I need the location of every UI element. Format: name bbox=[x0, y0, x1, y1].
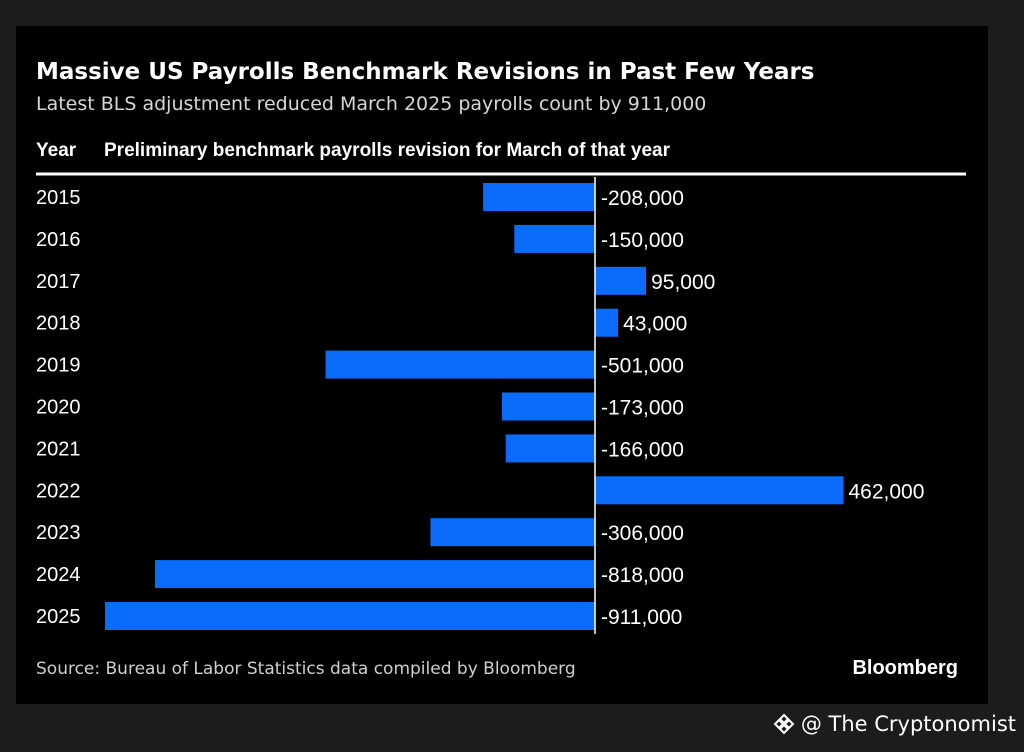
year-label: 2019 bbox=[36, 355, 81, 377]
year-label: 2016 bbox=[36, 229, 81, 251]
bar bbox=[595, 476, 844, 505]
value-label: 43,000 bbox=[623, 313, 687, 336]
year-label: 2018 bbox=[36, 313, 81, 335]
value-label: -173,000 bbox=[601, 397, 684, 420]
year-label: 2021 bbox=[36, 438, 81, 460]
bar-chart: 2015 -208,000 2016 -150,000 2017 95,000 2018 43… bbox=[36, 172, 966, 634]
value-label: -166,000 bbox=[601, 438, 684, 461]
value-label: -501,000 bbox=[601, 355, 684, 378]
year-label: 2017 bbox=[36, 271, 81, 293]
year-label: 2023 bbox=[36, 522, 81, 544]
revision-column-header: Preliminary benchmark payrolls revision … bbox=[104, 140, 670, 161]
chart-panel: Massive US Payrolls Benchmark Revisions … bbox=[16, 26, 988, 704]
value-label: -150,000 bbox=[601, 229, 684, 252]
chart-subtitle: Latest BLS adjustment reduced March 2025… bbox=[36, 93, 707, 115]
value-label: -818,000 bbox=[601, 564, 684, 587]
bar bbox=[155, 560, 595, 589]
value-label: 462,000 bbox=[848, 480, 924, 503]
bar bbox=[505, 434, 595, 463]
year-label: 2020 bbox=[36, 397, 81, 419]
source-note: Source: Bureau of Labor Statistics data … bbox=[36, 659, 576, 679]
cryptonomist-watermark: @ The Cryptonomist bbox=[773, 712, 1016, 736]
bar bbox=[430, 518, 595, 547]
binance-diamond-icon bbox=[773, 713, 795, 735]
year-label: 2025 bbox=[36, 606, 81, 628]
year-label: 2015 bbox=[36, 187, 81, 209]
bar bbox=[105, 602, 595, 630]
year-column-header: Year bbox=[36, 140, 77, 161]
value-label: -208,000 bbox=[601, 187, 684, 210]
bar bbox=[595, 308, 619, 337]
value-label: -306,000 bbox=[601, 522, 684, 545]
year-label: 2024 bbox=[36, 564, 81, 586]
value-label: 95,000 bbox=[651, 271, 715, 294]
year-label: 2022 bbox=[36, 480, 81, 502]
bar bbox=[325, 350, 595, 379]
bar bbox=[595, 266, 647, 295]
bar bbox=[514, 224, 595, 253]
value-label: -911,000 bbox=[601, 606, 682, 629]
watermark-text: @ The Cryptonomist bbox=[800, 712, 1016, 736]
chart-title: Massive US Payrolls Benchmark Revisions … bbox=[36, 59, 815, 85]
bar bbox=[501, 392, 595, 421]
bar bbox=[483, 183, 595, 211]
bloomberg-logo: Bloomberg bbox=[852, 657, 958, 679]
